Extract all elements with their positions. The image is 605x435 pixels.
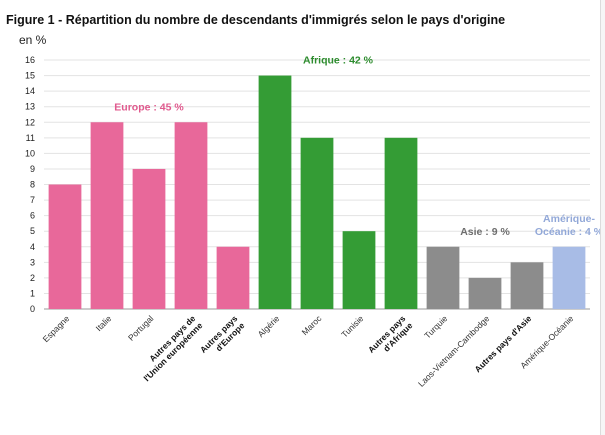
x-tick-label-line: Italie (94, 313, 114, 333)
bar (174, 122, 208, 309)
x-tick-label-line: Portugal (126, 313, 156, 343)
x-tick-label-line: Turquie (422, 313, 449, 340)
y-tick-label: 6 (30, 211, 35, 221)
y-tick-label: 1 (30, 288, 35, 298)
bar (468, 277, 502, 309)
x-tick-label: Autres paysd'Afrique (366, 313, 415, 362)
y-tick-label: 12 (25, 117, 35, 127)
bar (216, 246, 250, 309)
bar (48, 184, 82, 309)
x-tick-label: Tunisie (339, 313, 365, 339)
group-label: Europe : 45 % (114, 101, 184, 113)
bar (132, 168, 166, 309)
y-tick-label: 13 (25, 102, 35, 112)
y-tick-label: 15 (25, 71, 35, 81)
bar (258, 75, 292, 309)
group-label-line: Asie : 9 % (460, 226, 510, 238)
x-tick-label-line: Algérie (256, 313, 282, 339)
x-tick-label-line: Maroc (300, 313, 324, 337)
x-tick-label: Algérie (256, 313, 282, 339)
y-tick-label: 0 (30, 304, 35, 314)
bar (90, 122, 124, 309)
bar (342, 231, 376, 309)
bar (384, 137, 418, 309)
group-label: Amérique-Océanie : 4 % (535, 213, 600, 238)
x-tick-label: Italie (94, 313, 114, 333)
group-label: Asie : 9 % (460, 226, 510, 238)
y-tick-label: 16 (25, 55, 35, 65)
bar (552, 246, 586, 309)
y-tick-label: 5 (30, 226, 35, 236)
group-label: Afrique : 42 % (303, 55, 374, 67)
group-label-line: Europe : 45 % (114, 101, 184, 113)
x-tick-label-line: Tunisie (339, 313, 365, 339)
bar (510, 262, 544, 309)
x-tick-label-line: Espagne (41, 313, 72, 344)
x-tick-label: Autres paysd'Europe (198, 313, 247, 362)
y-tick-label: 14 (25, 86, 35, 96)
x-tick-label: Laos-Vietnam-Cambodge (416, 313, 492, 389)
group-label-line: Afrique : 42 % (303, 55, 374, 67)
chart-title: Figure 1 - Répartition du nombre de desc… (6, 13, 506, 27)
x-tick-label: Maroc (300, 313, 324, 337)
group-label-line: Amérique- (543, 213, 595, 225)
x-tick-label: Turquie (422, 313, 449, 340)
y-tick-label: 9 (30, 164, 35, 174)
group-labels: Europe : 45 % Afrique : 42 % Asie : 9 % Amé… (114, 55, 600, 238)
y-tick-label: 2 (30, 273, 35, 283)
x-tick-label: Portugal (126, 313, 156, 343)
x-tick-label-line: Laos-Vietnam-Cambodge (416, 313, 492, 389)
y-tick-label: 10 (25, 148, 35, 158)
group-label-line: Océanie : 4 % (535, 226, 600, 238)
bars (48, 75, 586, 309)
y-tick-label: 4 (30, 242, 35, 252)
y-tick-label: 3 (30, 257, 35, 267)
y-tick-label: 7 (30, 195, 35, 205)
y-tick-label: 8 (30, 180, 35, 190)
y-axis-unit: en % (19, 33, 47, 47)
bar (426, 246, 460, 309)
x-tick-label: Espagne (41, 313, 72, 344)
y-tick-label: 11 (26, 133, 35, 143)
bar (300, 137, 334, 309)
